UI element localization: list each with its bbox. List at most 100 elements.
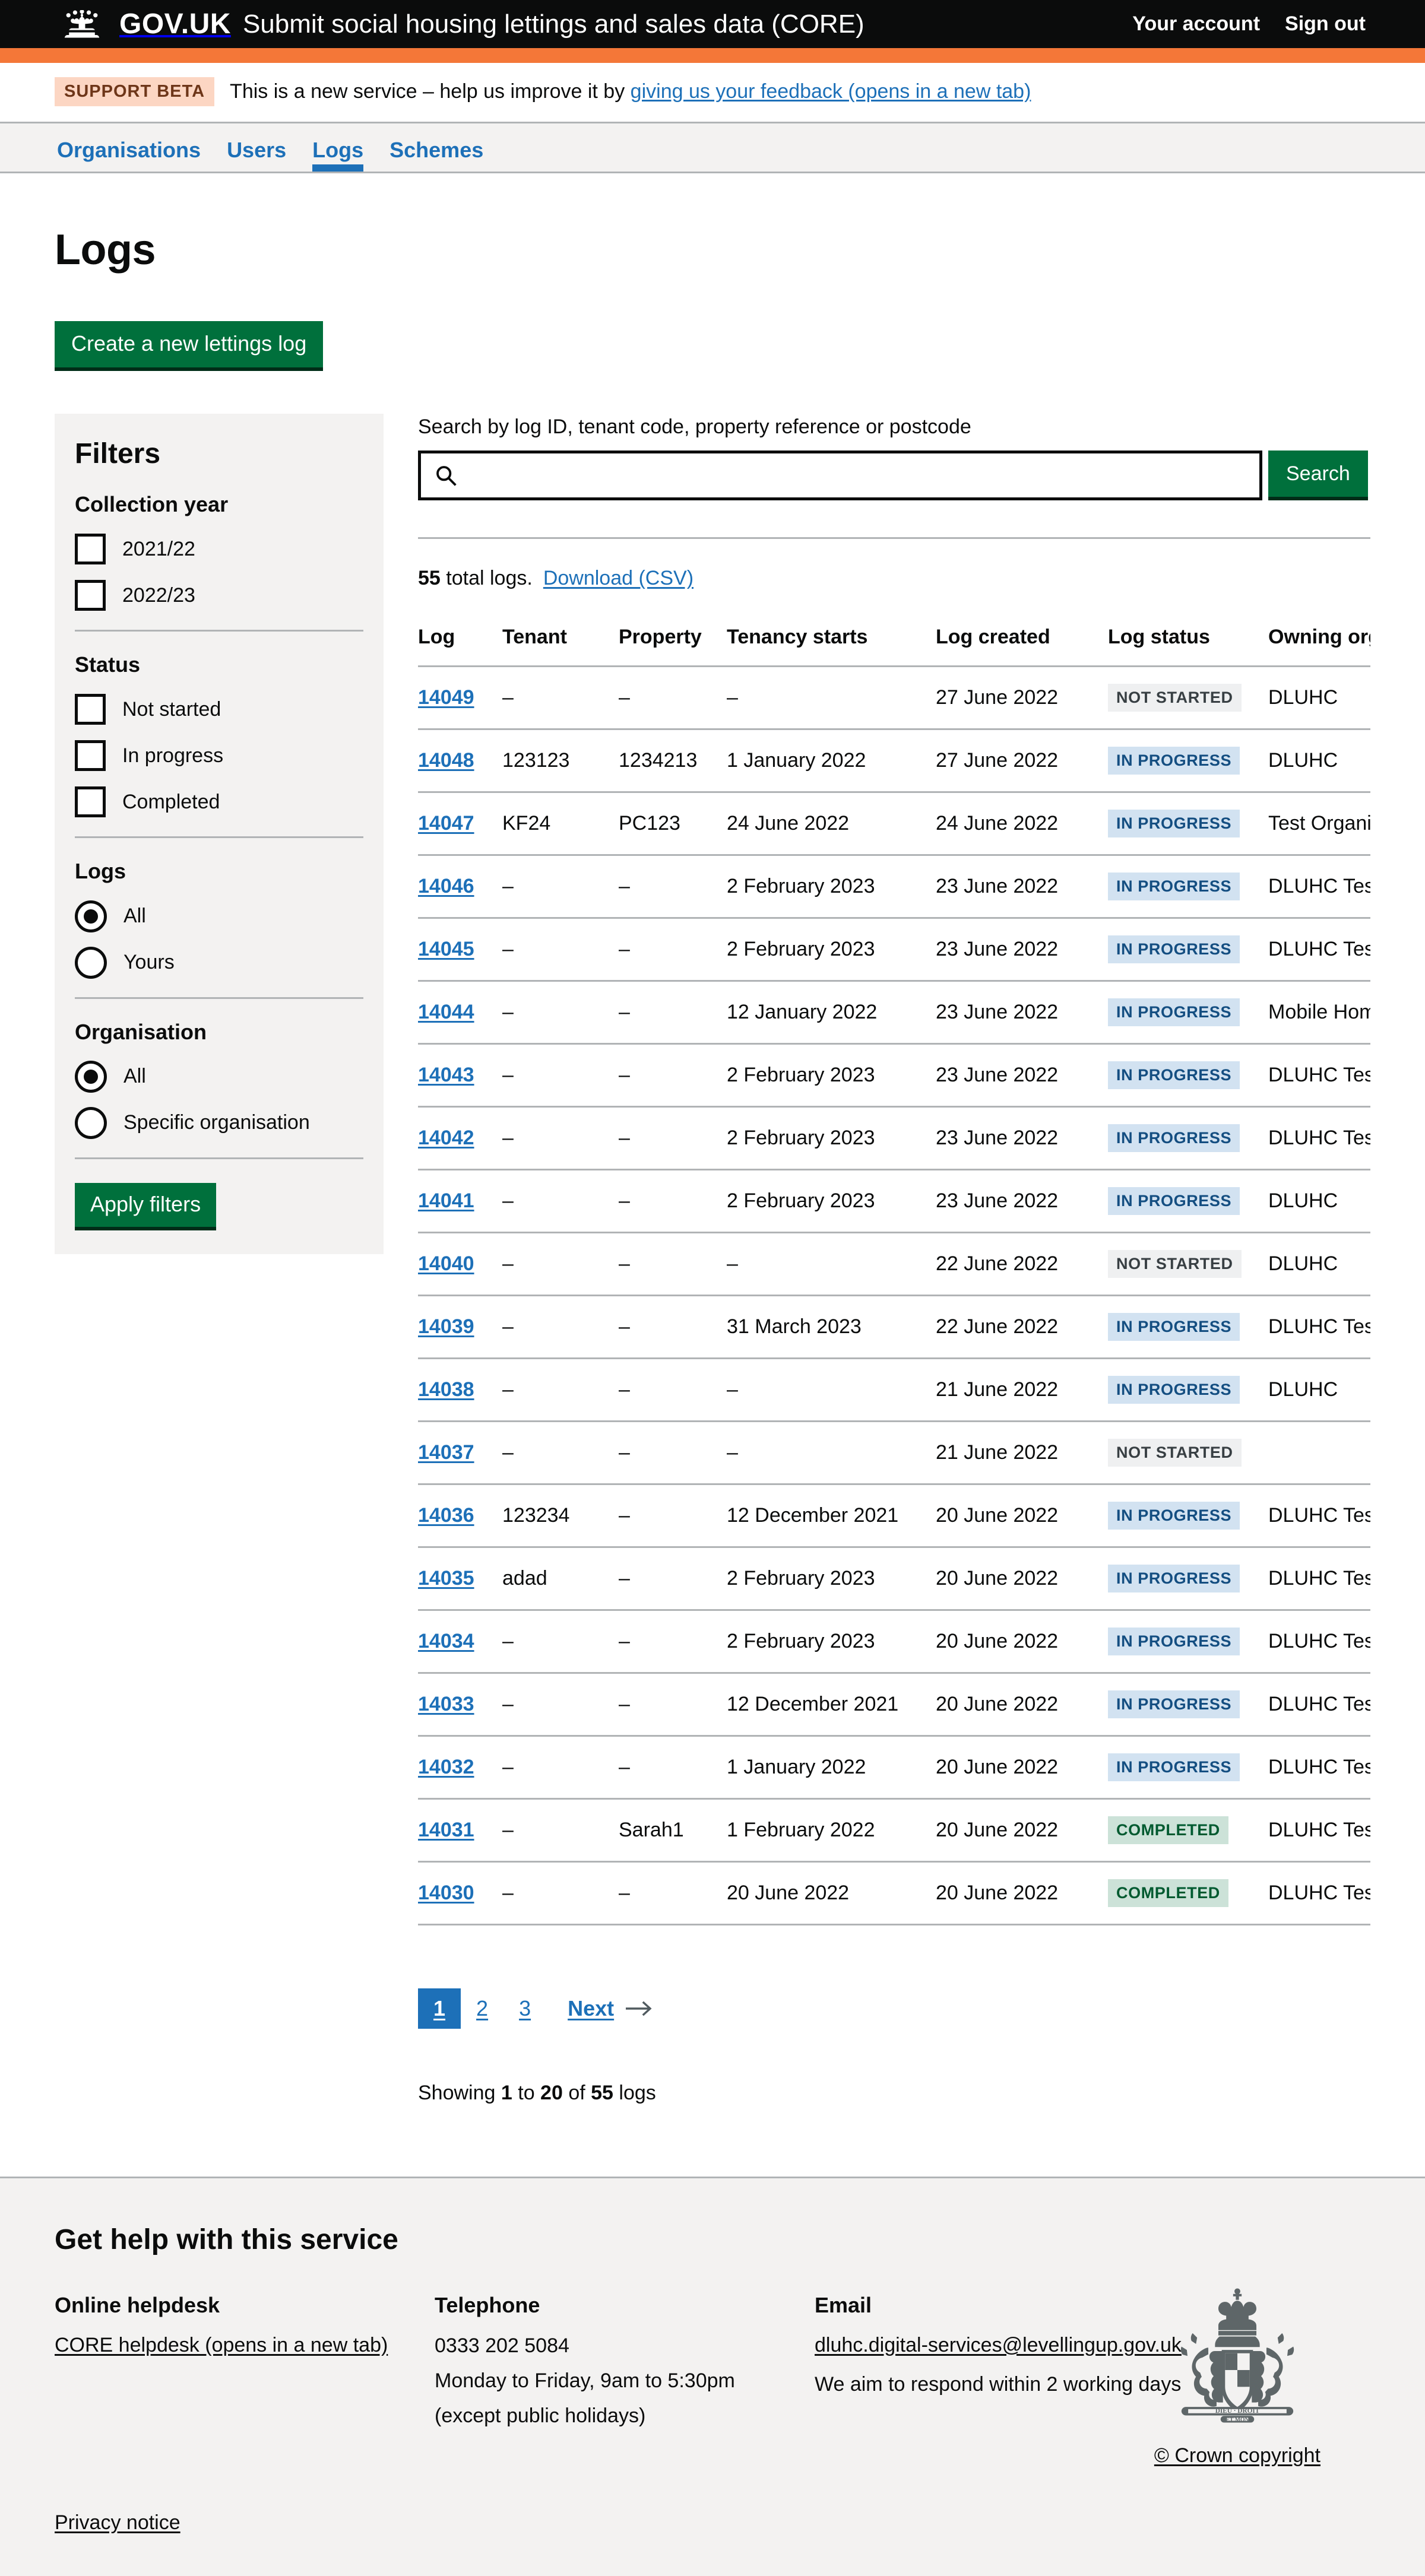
cell-log-status: IN PROGRESS [1108,1735,1268,1799]
radio-icon[interactable] [75,1106,107,1139]
filter-checkbox-2021-22[interactable]: 2021/22 [75,531,363,567]
cell-property: – [619,1735,727,1799]
filter-checkbox-completed[interactable]: Completed [75,784,363,820]
log-id-link[interactable]: 14038 [418,1378,474,1401]
cell-log: 14043 [418,1043,502,1107]
checkbox-icon[interactable] [75,580,106,611]
cell-tenancy-starts: 1 January 2022 [727,728,936,792]
status-badge: IN PROGRESS [1108,1628,1240,1656]
status-badge: IN PROGRESS [1108,747,1240,775]
cell-tenant: – [502,1043,619,1107]
log-id-link[interactable]: 14047 [418,812,474,835]
log-id-link[interactable]: 14035 [418,1567,474,1590]
log-id-link[interactable]: 14041 [418,1189,474,1213]
filter-divider [75,836,363,839]
radio-icon-selected[interactable] [75,900,107,932]
status-badge: IN PROGRESS [1108,810,1240,838]
status-badge: IN PROGRESS [1108,1753,1240,1782]
log-id-link[interactable]: 14033 [418,1693,474,1716]
checkbox-icon[interactable] [75,534,106,565]
cell-tenant: – [502,1735,619,1799]
filter-checkbox-not-started[interactable]: Not started [75,691,363,727]
log-id-link[interactable]: 14031 [418,1819,474,1842]
log-id-link[interactable]: 14046 [418,875,474,898]
core-helpdesk-link[interactable]: CORE helpdesk (opens in a new tab) [55,2333,388,2356]
nav-item-users[interactable]: Users [227,138,287,162]
log-id-link[interactable]: 14040 [418,1252,474,1276]
radio-icon[interactable] [75,946,107,979]
checkbox-icon[interactable] [75,740,106,772]
cell-owning-organisation: Mobile Homes [1268,980,1370,1044]
your-account-link[interactable]: Your account [1132,12,1261,35]
pagination-page-2[interactable]: 2 [476,1996,489,2021]
filter-radio-org-specific[interactable]: Specific organisation [75,1105,363,1141]
privacy-notice-link[interactable]: Privacy notice [55,2511,180,2534]
cell-log-created: 20 June 2022 [936,1483,1108,1547]
footer-email-link[interactable]: dluhc.digital-services@levellingup.gov.u… [815,2333,1182,2356]
feedback-link[interactable]: giving us your feedback (opens in a new … [630,80,1031,103]
filter-radio-logs-all[interactable]: All [75,899,363,934]
cell-property: – [619,1043,727,1107]
create-new-lettings-log-button[interactable]: Create a new lettings log [55,321,324,372]
cell-owning-organisation: Test Organisation [1268,791,1370,855]
column-header-tenant: Tenant [502,625,567,648]
cell-tenancy-starts: 2 February 2023 [727,1546,936,1610]
cell-tenancy-starts: 1 January 2022 [727,1735,936,1799]
cell-owning-organisation: DLUHC [1268,1357,1370,1422]
cell-log-status: IN PROGRESS [1108,980,1268,1044]
log-id-link[interactable]: 14039 [418,1315,474,1338]
cell-tenant: – [502,1798,619,1862]
nav-item-organisations[interactable]: Organisations [57,138,201,162]
search-button[interactable]: Search [1268,451,1368,501]
log-id-link[interactable]: 14034 [418,1630,474,1653]
filter-checkbox-in-progress[interactable]: In progress [75,738,363,773]
cell-tenant: KF24 [502,791,619,855]
cell-property: – [619,854,727,918]
log-id-link[interactable]: 14049 [418,686,474,709]
radio-dot [84,909,98,924]
radio-dot [84,1069,98,1084]
log-id-link[interactable]: 14030 [418,1882,474,1905]
log-id-link[interactable]: 14045 [418,938,474,961]
search-input[interactable] [458,453,1259,498]
crown-copyright-link[interactable]: © Crown copyright [1154,2444,1320,2467]
radio-icon-selected[interactable] [75,1060,107,1093]
log-id-link[interactable]: 14036 [418,1504,474,1527]
cell-property: – [619,1609,727,1673]
table-row: 14036 123234–12 December 2021 20 June 2022… [418,1483,1370,1547]
log-id-link[interactable]: 14044 [418,1001,474,1024]
log-id-link[interactable]: 14037 [418,1441,474,1464]
filter-radio-org-all[interactable]: All [75,1059,363,1095]
search-field-wrapper[interactable] [418,451,1262,501]
pagination-page-3[interactable]: 3 [519,1996,531,2021]
cell-log-status: IN PROGRESS [1108,917,1268,981]
cell-log: 14032 [418,1735,502,1799]
pagination-page-1[interactable]: 1 [418,1988,461,2029]
apply-filters-button[interactable]: Apply filters [75,1182,217,1230]
download-csv-link[interactable]: Download (CSV) [543,567,694,590]
table-row: 14033– –12 December 2021 20 June 2022 IN PR… [418,1672,1370,1736]
filter-checkbox-2022-23[interactable]: 2022/23 [75,578,363,613]
sign-out-link[interactable]: Sign out [1285,12,1366,35]
govuk-home-link[interactable]: GOV.UK [55,9,231,39]
pagination-next-link[interactable]: Next [568,1996,653,2021]
cell-tenant: 123123 [502,728,619,792]
checkbox-icon[interactable] [75,786,106,818]
cell-log: 14038 [418,1357,502,1422]
log-id-link[interactable]: 14032 [418,1756,474,1779]
filter-label-logs-all: All [124,905,146,928]
filter-radio-logs-yours[interactable]: Yours [75,945,363,981]
nav-item-logs[interactable]: Logs [299,139,376,172]
log-id-link[interactable]: 14043 [418,1064,474,1087]
cell-log-created: 20 June 2022 [936,1672,1108,1736]
log-id-link[interactable]: 14048 [418,749,474,772]
showing-total: 55 [591,2082,613,2105]
log-id-link[interactable]: 14042 [418,1127,474,1150]
cell-log-status: NOT STARTED [1108,665,1268,729]
cell-tenancy-starts: 24 June 2022 [727,791,936,855]
table-row: 14040– – –22 June 2022 NOT STARTED DLUHC [418,1232,1370,1296]
checkbox-icon[interactable] [75,694,106,725]
table-row: 14038– – –21 June 2022 IN PROGRESS DLUHC [418,1357,1370,1422]
nav-item-schemes[interactable]: Schemes [390,138,484,162]
